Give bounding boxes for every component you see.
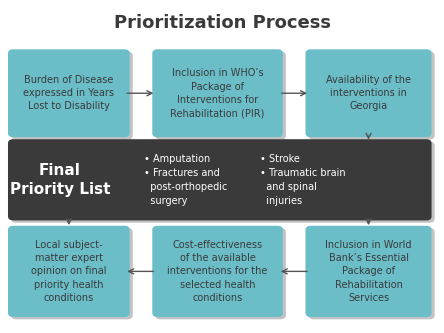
Text: Cost-effectiveness
of the available
interventions for the
selected health
condit: Cost-effectiveness of the available inte… [167, 240, 268, 303]
Text: Inclusion in WHO’s
Package of
Interventions for
Rehabilitation (PIR): Inclusion in WHO’s Package of Interventi… [170, 69, 265, 118]
FancyBboxPatch shape [305, 226, 432, 317]
Text: Inclusion in World
Bank’s Essential
Package of
Rehabilitation
Services: Inclusion in World Bank’s Essential Pack… [325, 240, 412, 303]
FancyBboxPatch shape [305, 49, 432, 137]
Text: Availability of the
interventions in
Georgia: Availability of the interventions in Geo… [326, 75, 411, 112]
FancyBboxPatch shape [11, 52, 133, 140]
FancyBboxPatch shape [309, 228, 435, 319]
Text: • Amputation
• Fractures and
  post-orthopedic
  surgery: • Amputation • Fractures and post-orthop… [144, 154, 228, 206]
FancyBboxPatch shape [155, 228, 286, 319]
FancyBboxPatch shape [8, 49, 130, 137]
FancyBboxPatch shape [8, 226, 130, 317]
FancyBboxPatch shape [152, 226, 283, 317]
FancyBboxPatch shape [155, 52, 286, 140]
FancyBboxPatch shape [11, 228, 133, 319]
Text: Local subject-
matter expert
opinion on final
priority health
conditions: Local subject- matter expert opinion on … [31, 240, 107, 303]
Text: • Stroke
• Traumatic brain
  and spinal
  injuries: • Stroke • Traumatic brain and spinal in… [260, 154, 345, 206]
FancyBboxPatch shape [8, 139, 432, 220]
Text: Burden of Disease
expressed in Years
Lost to Disability: Burden of Disease expressed in Years Los… [24, 75, 114, 112]
FancyBboxPatch shape [11, 142, 435, 223]
FancyBboxPatch shape [309, 52, 435, 140]
FancyBboxPatch shape [152, 49, 283, 137]
Text: Final
Priority List: Final Priority List [10, 163, 110, 196]
Text: Prioritization Process: Prioritization Process [114, 14, 330, 32]
